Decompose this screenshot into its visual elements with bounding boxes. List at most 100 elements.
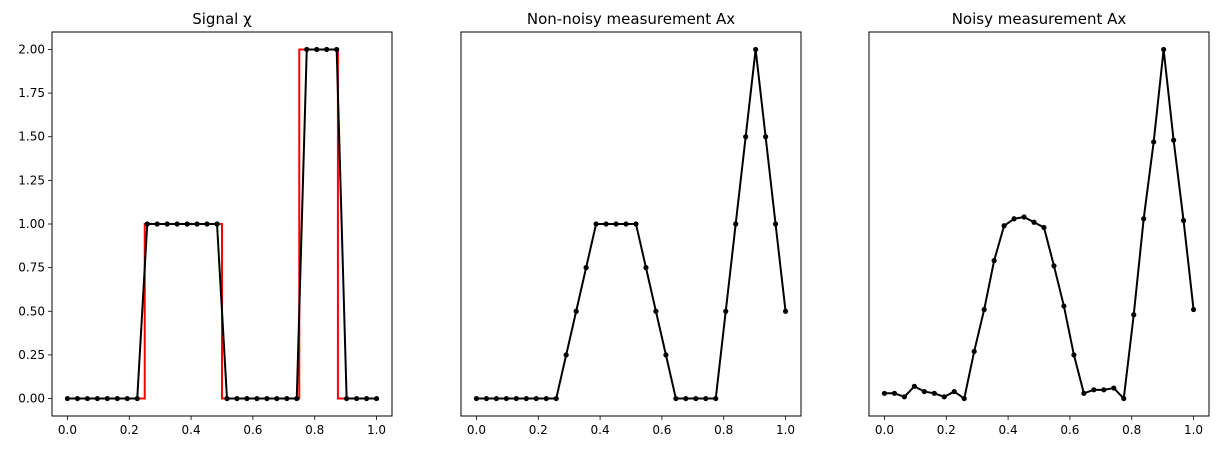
data-point xyxy=(144,221,150,227)
data-point xyxy=(1021,214,1027,220)
data-point xyxy=(633,221,639,227)
data-point xyxy=(911,383,917,389)
x-tick-label: 0.0 xyxy=(875,423,894,437)
chart-title: Non-noisy measurement Ax xyxy=(527,10,735,28)
data-point xyxy=(344,395,350,402)
axes-frame xyxy=(460,31,802,417)
data-point xyxy=(94,395,100,402)
data-point xyxy=(1061,303,1067,309)
data-point xyxy=(891,390,898,396)
data-point xyxy=(104,395,110,402)
y-tick-label: 1.50 xyxy=(18,130,45,144)
x-tick-label: 0.2 xyxy=(120,423,139,437)
data-point xyxy=(154,221,160,227)
data-point xyxy=(1031,219,1037,225)
data-point xyxy=(64,395,71,402)
data-point xyxy=(194,221,200,227)
data-point xyxy=(1180,217,1187,224)
data-point xyxy=(713,395,719,402)
data-point xyxy=(304,46,310,53)
data-point xyxy=(114,395,120,402)
data-point xyxy=(573,308,579,314)
x-tick-label: 0.4 xyxy=(999,423,1018,437)
x-tick-label: 0.0 xyxy=(58,423,77,437)
data-point xyxy=(643,265,649,271)
data-point xyxy=(1091,387,1097,393)
data-point xyxy=(563,352,569,358)
y-tick-label: 0.00 xyxy=(18,392,45,406)
data-point xyxy=(603,221,609,227)
x-tick-label: 0.8 xyxy=(1122,423,1141,437)
y-tick-label: 1.00 xyxy=(18,217,45,231)
data-point xyxy=(683,395,689,402)
data-point xyxy=(901,394,907,400)
data-point xyxy=(473,395,480,402)
data-point xyxy=(264,395,270,402)
x-tick-label: 0.4 xyxy=(591,423,610,437)
data-point xyxy=(753,46,759,53)
data-point xyxy=(174,221,180,227)
data-point xyxy=(663,352,669,358)
data-point xyxy=(1071,352,1077,358)
data-point xyxy=(941,394,947,400)
data-point xyxy=(673,395,679,402)
data-point xyxy=(74,395,81,402)
x-tick-label: 0.8 xyxy=(305,423,324,437)
data-point xyxy=(134,395,140,402)
x-tick-label: 0.6 xyxy=(243,423,262,437)
true-signal-line xyxy=(67,48,377,400)
data-point xyxy=(274,395,280,402)
series-line xyxy=(884,49,1195,401)
x-tick-label: 0.6 xyxy=(652,423,671,437)
data-point xyxy=(503,395,509,402)
data-point xyxy=(723,308,729,314)
data-point xyxy=(254,395,260,402)
data-point xyxy=(991,258,997,264)
x-tick-label: 0.6 xyxy=(1060,423,1079,437)
data-point xyxy=(733,221,739,227)
y-tick-label: 2.00 xyxy=(18,42,45,56)
y-tick-label: 0.25 xyxy=(18,348,45,362)
x-tick-label: 1.0 xyxy=(1184,423,1203,437)
data-point xyxy=(1151,139,1157,145)
data-point xyxy=(1081,390,1087,396)
x-tick-label: 0.0 xyxy=(467,423,486,437)
signal-chart-panel: Signal χ 0.0 0.2 0.4 0.6 0.8 1.0 0.00 0.25 0.50 0… xyxy=(18,10,393,437)
data-point xyxy=(1041,224,1047,231)
data-point xyxy=(214,221,220,227)
data-point xyxy=(653,308,659,314)
x-tick-label: 0.2 xyxy=(937,423,956,437)
data-point xyxy=(1131,312,1137,318)
data-point xyxy=(294,395,300,402)
data-point xyxy=(1011,216,1017,222)
y-tick-label: 1.75 xyxy=(18,86,45,100)
data-point xyxy=(543,395,549,402)
data-point xyxy=(184,221,190,227)
data-point xyxy=(743,134,749,140)
data-point xyxy=(373,395,380,402)
data-point xyxy=(763,134,769,140)
data-point xyxy=(583,265,589,271)
data-point xyxy=(693,395,699,402)
data-point xyxy=(354,395,360,402)
data-point xyxy=(961,395,967,402)
data-point xyxy=(164,221,170,227)
data-point xyxy=(703,395,709,402)
data-point xyxy=(324,46,330,53)
data-point xyxy=(1101,387,1107,393)
data-point xyxy=(124,395,130,402)
y-tick-label: 0.75 xyxy=(18,261,45,275)
data-point xyxy=(314,46,320,53)
data-point xyxy=(881,390,888,396)
data-point xyxy=(334,46,340,53)
axes-frame xyxy=(868,31,1210,417)
y-tick-label: 1.25 xyxy=(18,173,45,187)
data-point xyxy=(513,395,519,402)
data-point xyxy=(483,395,490,402)
data-point xyxy=(533,395,539,402)
data-point xyxy=(1001,223,1007,229)
data-point xyxy=(1190,306,1197,313)
data-point xyxy=(931,390,937,396)
series-line xyxy=(476,49,787,400)
